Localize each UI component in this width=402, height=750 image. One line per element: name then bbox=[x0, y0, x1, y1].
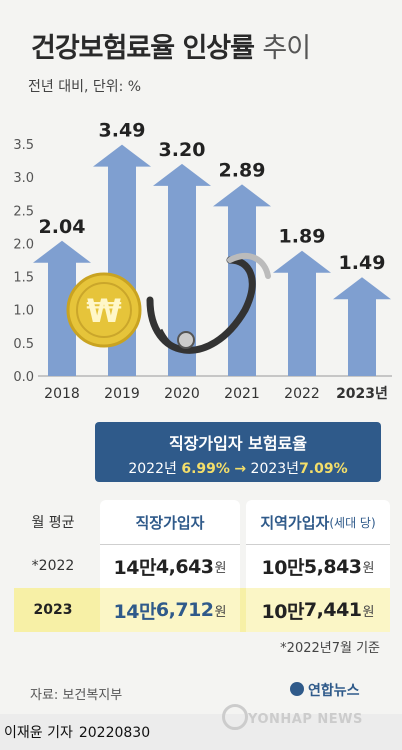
y-tick-label: 1.5 bbox=[13, 271, 34, 286]
value-unit: 원 bbox=[214, 561, 227, 576]
value-man: 14만 bbox=[113, 557, 157, 579]
callout-arrow: → bbox=[234, 461, 247, 477]
yonhap-watermark-text: YONHAP NEWS bbox=[248, 712, 363, 727]
data-label: 1.49 bbox=[339, 252, 386, 274]
rate-callout: 직장가입자 보험료율 2022년 6.99% → 2023년7.09% bbox=[95, 422, 381, 482]
title-bold: 건강보험료율 인상률 bbox=[31, 33, 255, 64]
y-tick-label: 1.0 bbox=[13, 304, 34, 319]
data-label: 2.89 bbox=[219, 159, 266, 181]
stethoscope-chest-icon bbox=[177, 331, 195, 349]
callout-to-value: 7.09% bbox=[299, 461, 348, 477]
x-tick-label: 2022 bbox=[284, 386, 320, 402]
col-b-label: 지역가입자 bbox=[260, 513, 330, 532]
callout-to-year: 2023년 bbox=[250, 461, 300, 477]
data-label: 2.04 bbox=[39, 216, 86, 238]
stethoscope-ear-icon bbox=[227, 253, 271, 279]
callout-title: 직장가입자 보험료율 bbox=[168, 434, 308, 453]
row-year: 2023 bbox=[33, 602, 73, 618]
source-text: 자료: 보건복지부 bbox=[30, 688, 123, 703]
yonhap-watermark-icon bbox=[222, 704, 248, 730]
col-a-label: 직장가입자 bbox=[135, 513, 205, 532]
y-tick-label: 3.5 bbox=[13, 138, 34, 153]
callout-from-value: 6.99% bbox=[181, 461, 230, 477]
table-header-row: 월 평균 직장가입자 지역가입자 (세대 당) bbox=[14, 500, 390, 544]
data-label: 3.20 bbox=[159, 139, 206, 161]
y-tick-label: 2.0 bbox=[13, 237, 34, 252]
bar-arrow bbox=[153, 163, 211, 376]
y-tick-label: 0.0 bbox=[13, 370, 34, 385]
y-tick-label: 2.5 bbox=[13, 204, 34, 219]
callout-values: 2022년 6.99% → 2023년7.09% bbox=[95, 458, 381, 478]
premium-table: 월 평균 직장가입자 지역가입자 (세대 당) *2022 14만 4,643 원 1… bbox=[14, 500, 390, 632]
value-rest: 4,643 bbox=[155, 555, 214, 578]
row-col-a: 14만 4,643 원 bbox=[100, 544, 240, 588]
bar-arrow bbox=[273, 250, 331, 376]
x-tick-label: 2023년 bbox=[336, 386, 388, 402]
reporter-name: 이재윤 기자 bbox=[4, 725, 73, 741]
infographic-card: 건강보험료율 인상률 추이 전년 대비, 단위: % 0.0 0.5 1.0 1.5 2… bbox=[13, 26, 392, 703]
value-unit: 원 bbox=[362, 604, 375, 620]
bar-chart: 0.0 0.5 1.0 1.5 2.0 2.5 3.0 3.5 2.04 2018 3.49 2019… bbox=[13, 120, 392, 402]
data-label: 3.49 bbox=[99, 120, 146, 142]
byline: 이재윤 기자 20220830 bbox=[4, 722, 150, 742]
col-b-note: (세대 당) bbox=[329, 515, 376, 530]
table-row-highlight: 2023 14만 6,712 원 10만 7,441 원 bbox=[14, 588, 390, 632]
bar-arrow bbox=[333, 277, 391, 376]
row-col-b: 10만 5,843 원 bbox=[246, 544, 390, 588]
coin-icon bbox=[66, 272, 142, 348]
table-header-label: 월 평균 bbox=[31, 515, 75, 531]
bar-arrow bbox=[213, 184, 271, 376]
value-man: 10만 bbox=[261, 557, 305, 579]
callout-from-year: 2022년 bbox=[128, 461, 177, 477]
bar-arrow bbox=[93, 144, 151, 376]
value-man: 10만 bbox=[261, 600, 305, 623]
coin-rim-icon bbox=[76, 282, 132, 338]
row-col-b: 10만 7,441 원 bbox=[246, 588, 390, 632]
won-sign-icon: ₩ bbox=[86, 292, 121, 330]
y-tick-label: 0.5 bbox=[13, 337, 34, 352]
value-unit: 원 bbox=[214, 604, 227, 620]
row-col-a: 14만 6,712 원 bbox=[100, 588, 240, 632]
yonhap-logo-icon bbox=[290, 682, 304, 696]
x-tick-label: 2021 bbox=[224, 386, 260, 402]
chart-subtitle: 전년 대비, 단위: % bbox=[28, 79, 142, 95]
byline-date: 20220830 bbox=[78, 725, 151, 741]
table-header-col-a: 직장가입자 bbox=[100, 500, 240, 544]
table-row: *2022 14만 4,643 원 10만 5,843 원 bbox=[14, 544, 390, 588]
bar-arrow bbox=[33, 240, 91, 376]
footnote: *2022년7월 기준 bbox=[280, 641, 380, 656]
y-tick-label: 3.0 bbox=[13, 171, 34, 186]
x-tick-label: 2018 bbox=[44, 386, 80, 402]
x-tick-label: 2019 bbox=[104, 386, 140, 402]
yonhap-logo-kr: 연합뉴스 bbox=[308, 683, 360, 699]
value-man: 14만 bbox=[113, 600, 157, 623]
data-label: 1.89 bbox=[279, 226, 326, 248]
row-year: *2022 bbox=[31, 558, 75, 574]
value-rest: 7,441 bbox=[303, 599, 362, 621]
x-tick-label: 2020 bbox=[164, 386, 200, 402]
page-title: 건강보험료율 인상률 추이 bbox=[31, 26, 311, 65]
table-header-col-b: 지역가입자 (세대 당) bbox=[246, 500, 390, 544]
title-light: 추이 bbox=[262, 33, 311, 64]
value-rest: 6,712 bbox=[155, 599, 214, 621]
value-rest: 5,843 bbox=[303, 555, 362, 578]
value-unit: 원 bbox=[362, 561, 375, 576]
